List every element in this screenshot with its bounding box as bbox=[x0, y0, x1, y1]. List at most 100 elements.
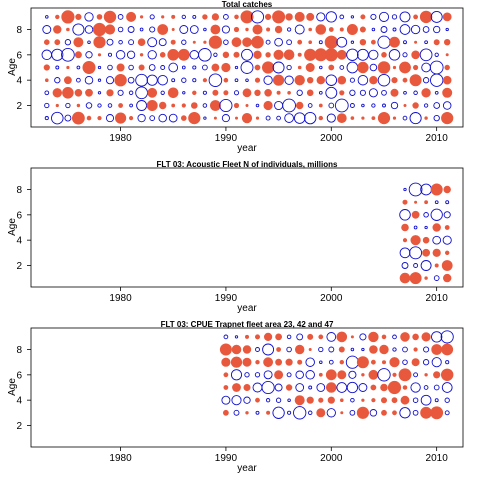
panel-cpue-trapnet: FLT 03: CPUE Trapnet fleet area 23, 42 a… bbox=[7, 320, 464, 474]
positive-residual-bubble bbox=[401, 223, 409, 232]
positive-residual-bubble bbox=[241, 112, 253, 124]
positive-residual-bubble bbox=[97, 53, 102, 57]
positive-residual-bubble bbox=[409, 272, 422, 285]
positive-residual-bubble bbox=[55, 14, 60, 20]
negative-residual-bubble bbox=[219, 98, 233, 113]
negative-residual-bubble bbox=[443, 211, 451, 219]
positive-residual-bubble bbox=[265, 52, 271, 58]
positive-residual-bubble bbox=[371, 398, 376, 403]
positive-residual-bubble bbox=[254, 89, 261, 97]
negative-residual-bubble bbox=[433, 25, 441, 34]
positive-residual-bubble bbox=[340, 411, 344, 415]
negative-residual-bubble bbox=[433, 384, 440, 391]
y-axis-label: Age bbox=[7, 378, 18, 396]
positive-residual-bubble bbox=[337, 370, 347, 380]
negative-residual-bubble bbox=[346, 48, 359, 61]
positive-residual-bubble bbox=[410, 235, 421, 246]
positive-residual-bubble bbox=[211, 13, 219, 21]
negative-residual-bubble bbox=[272, 406, 285, 419]
positive-residual-bubble bbox=[208, 35, 222, 49]
positive-residual-bubble bbox=[96, 14, 103, 20]
negative-residual-bubble bbox=[328, 359, 334, 365]
positive-residual-bubble bbox=[222, 51, 230, 58]
positive-residual-bubble bbox=[72, 111, 85, 125]
positive-residual-bubble bbox=[419, 10, 433, 24]
negative-residual-bubble bbox=[287, 410, 292, 415]
positive-residual-bubble bbox=[421, 332, 431, 342]
positive-residual-bubble bbox=[403, 104, 407, 108]
positive-residual-bubble bbox=[422, 248, 430, 257]
positive-residual-bubble bbox=[253, 50, 262, 59]
positive-residual-bubble bbox=[210, 24, 221, 35]
negative-residual-bubble bbox=[293, 112, 306, 124]
positive-residual-bubble bbox=[391, 397, 398, 404]
positive-residual-bubble bbox=[434, 263, 439, 268]
negative-residual-bubble bbox=[244, 372, 250, 378]
negative-residual-bubble bbox=[117, 89, 124, 96]
negative-residual-bubble bbox=[97, 65, 102, 70]
positive-residual-bubble bbox=[192, 90, 197, 96]
positive-residual-bubble bbox=[371, 116, 376, 121]
negative-residual-bubble bbox=[128, 64, 134, 71]
negative-residual-bubble bbox=[160, 65, 166, 70]
negative-residual-bubble bbox=[440, 330, 454, 344]
negative-residual-bubble bbox=[158, 113, 167, 123]
positive-residual-bubble bbox=[350, 335, 354, 339]
positive-residual-bubble bbox=[223, 77, 229, 83]
positive-residual-bubble bbox=[245, 104, 249, 108]
negative-residual-bubble bbox=[85, 102, 93, 109]
negative-residual-bubble bbox=[160, 90, 165, 95]
negative-residual-bubble bbox=[403, 40, 407, 45]
negative-residual-bubble bbox=[84, 75, 94, 85]
positive-residual-bubble bbox=[221, 357, 231, 367]
negative-residual-bubble bbox=[325, 86, 338, 99]
positive-residual-bubble bbox=[307, 76, 314, 84]
negative-residual-bubble bbox=[135, 86, 148, 100]
negative-residual-bubble bbox=[192, 78, 197, 83]
negative-residual-bubble bbox=[274, 100, 284, 111]
positive-residual-bubble bbox=[328, 64, 335, 71]
positive-residual-bubble bbox=[336, 113, 347, 123]
y-tick-label: 2 bbox=[16, 421, 22, 432]
negative-residual-bubble bbox=[403, 90, 407, 95]
negative-residual-bubble bbox=[65, 102, 71, 109]
y-tick-label: 4 bbox=[16, 236, 22, 247]
positive-residual-bubble bbox=[413, 14, 418, 20]
positive-residual-bubble bbox=[400, 395, 410, 405]
positive-residual-bubble bbox=[339, 398, 344, 403]
negative-residual-bubble bbox=[359, 89, 366, 96]
positive-residual-bubble bbox=[305, 62, 315, 72]
negative-residual-bubble bbox=[171, 78, 176, 83]
negative-residual-bubble bbox=[295, 370, 304, 380]
positive-residual-bubble bbox=[369, 75, 378, 85]
positive-residual-bubble bbox=[159, 51, 166, 58]
negative-residual-bubble bbox=[434, 200, 439, 205]
negative-residual-bubble bbox=[115, 50, 126, 60]
positive-residual-bubble bbox=[422, 236, 430, 244]
positive-residual-bubble bbox=[211, 63, 220, 72]
negative-residual-bubble bbox=[434, 90, 439, 95]
negative-residual-bubble bbox=[147, 50, 157, 60]
negative-residual-bubble bbox=[339, 14, 345, 20]
positive-residual-bubble bbox=[324, 35, 338, 49]
positive-residual-bubble bbox=[361, 116, 365, 120]
positive-residual-bubble bbox=[421, 88, 431, 98]
positive-residual-bubble bbox=[285, 13, 293, 21]
positive-residual-bubble bbox=[283, 49, 295, 61]
positive-residual-bubble bbox=[306, 396, 314, 404]
positive-residual-bubble bbox=[231, 37, 242, 48]
negative-residual-bubble bbox=[296, 333, 304, 341]
positive-residual-bubble bbox=[379, 344, 389, 355]
positive-residual-bubble bbox=[245, 411, 249, 415]
negative-residual-bubble bbox=[255, 347, 260, 352]
negative-residual-bubble bbox=[378, 11, 390, 22]
negative-residual-bubble bbox=[350, 397, 355, 403]
negative-residual-bubble bbox=[202, 64, 208, 71]
x-tick-label: 2010 bbox=[426, 133, 449, 144]
positive-residual-bubble bbox=[146, 100, 158, 112]
negative-residual-bubble bbox=[422, 26, 430, 33]
negative-residual-bubble bbox=[192, 14, 197, 19]
positive-residual-bubble bbox=[74, 89, 83, 97]
positive-residual-bubble bbox=[369, 345, 378, 354]
positive-residual-bubble bbox=[202, 78, 207, 83]
